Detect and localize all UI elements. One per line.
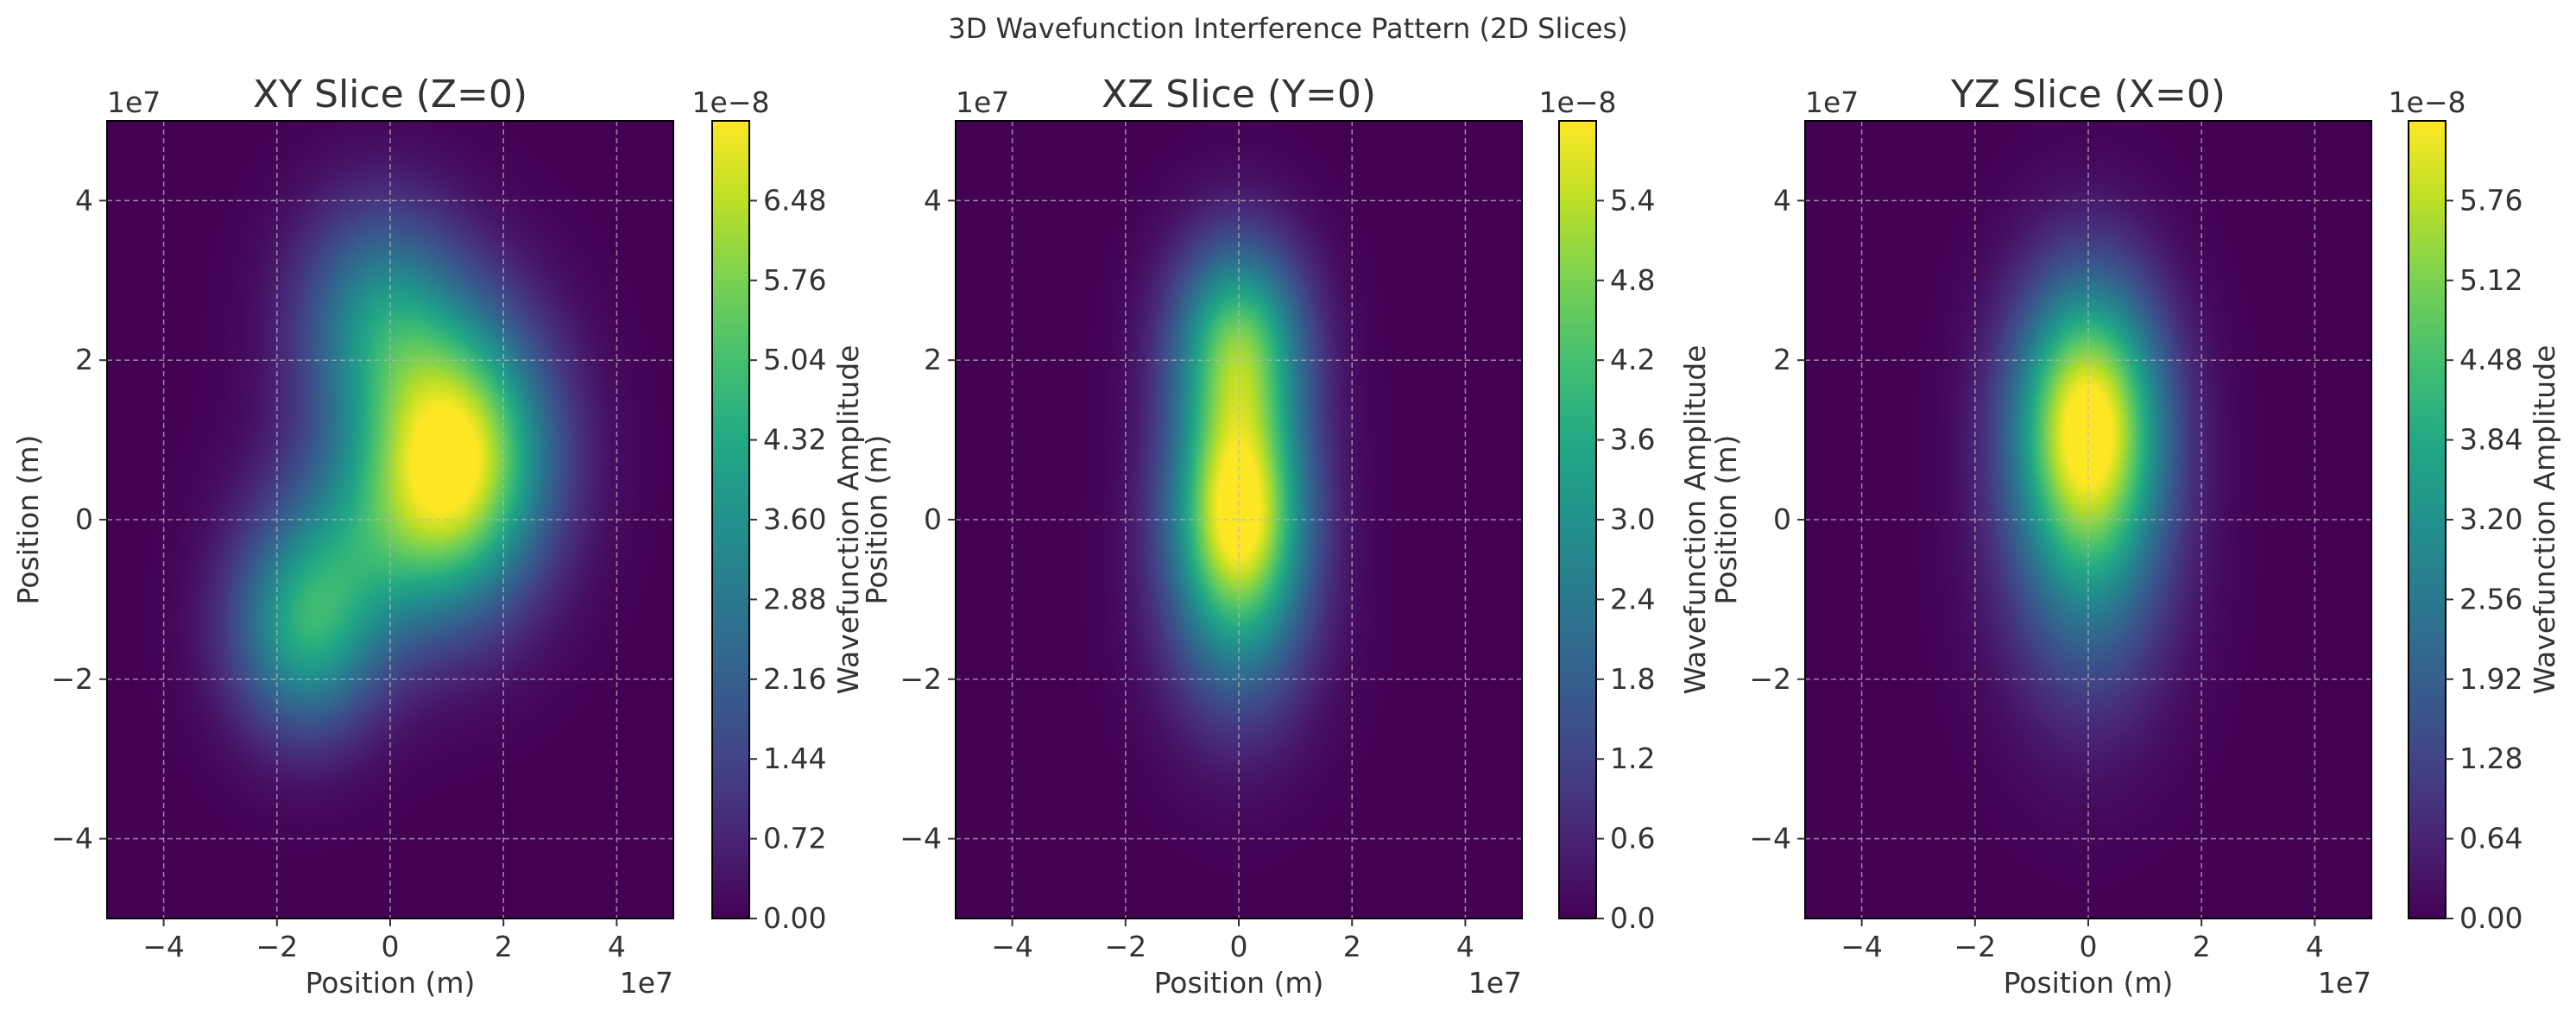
x-tick-label: −2 [1954, 930, 1996, 963]
x-tick-label: −2 [256, 930, 298, 963]
x-tick-label: −2 [1104, 930, 1146, 963]
colorbar-tick-label: 6.48 [763, 183, 826, 217]
colorbar-tick-label: 0.00 [763, 901, 826, 935]
x-tick-label: 4 [608, 930, 626, 963]
x-offset-label: 1e7 [2318, 966, 2371, 1000]
colorbar-tick-label: 1.28 [2459, 742, 2522, 775]
panel-title: XY Slice (Z=0) [253, 73, 527, 117]
y-axis-label: Position (m) [860, 435, 893, 605]
panel-title: YZ Slice (X=0) [1950, 73, 2226, 117]
colorbar-offset-label: 1e−8 [692, 85, 770, 119]
y-tick-label: −4 [1749, 822, 1791, 855]
x-offset-label: 1e7 [1468, 966, 1522, 1000]
y-tick-label: 4 [924, 183, 942, 217]
colorbar-tick-label: 0.6 [1610, 822, 1655, 855]
colorbar-tick-label: 2.16 [763, 662, 826, 696]
y-tick-label: 0 [1773, 502, 1791, 536]
x-tick-label: −4 [142, 930, 185, 963]
colorbar-tick-label: 0.00 [2459, 901, 2522, 935]
colorbar-offset-label: 1e−8 [1539, 85, 1617, 119]
colorbar-tick-label: 2.4 [1610, 582, 1655, 615]
colorbar-tick-label: 5.12 [2459, 263, 2522, 297]
y-tick-label: 2 [75, 343, 93, 376]
colorbar-tick-label: 0.64 [2459, 822, 2522, 855]
colorbar-tick-label: 4.32 [763, 423, 826, 457]
colorbar [2408, 120, 2447, 919]
colorbar-tick-label: 0.72 [763, 822, 826, 855]
x-tick-label: 4 [2306, 930, 2324, 963]
x-axis-label: Position (m) [1154, 966, 1324, 1000]
figure-suptitle: 3D Wavefunction Interference Pattern (2D… [948, 12, 1627, 45]
colorbar-tick-label: 1.92 [2459, 662, 2522, 696]
colorbar-label: Wavefunction Amplitude [831, 345, 865, 695]
x-tick-label: 0 [2080, 930, 2098, 963]
y-tick-label: 0 [924, 502, 942, 536]
x-tick-label: −4 [991, 930, 1033, 963]
colorbar-tick-label: 0.0 [1610, 901, 1655, 935]
colorbar-tick-label: 1.2 [1610, 742, 1655, 775]
colorbar-tick-label: 1.8 [1610, 662, 1655, 696]
y-tick-label: 4 [75, 183, 93, 217]
colorbar-label: Wavefunction Amplitude [1678, 345, 1712, 695]
colorbar-tick-label: 3.84 [2459, 423, 2522, 457]
y-tick-label: −2 [900, 662, 942, 696]
x-tick-label: 4 [1456, 930, 1474, 963]
y-offset-label: 1e7 [956, 85, 1009, 119]
colorbar-tick-label: 4.8 [1610, 263, 1655, 297]
y-tick-label: 2 [1773, 343, 1791, 376]
x-tick-label: 0 [1230, 930, 1248, 963]
y-tick-label: 4 [1773, 183, 1791, 217]
panel-title: XZ Slice (Y=0) [1102, 73, 1376, 117]
x-axis-label: Position (m) [2004, 966, 2174, 1000]
colorbar-tick-label: 3.60 [763, 502, 826, 536]
colorbar-tick-label: 3.6 [1610, 423, 1655, 457]
y-tick-label: −2 [51, 662, 93, 696]
y-tick-label: −4 [51, 822, 93, 855]
y-offset-label: 1e7 [1805, 85, 1859, 119]
x-tick-label: 2 [1343, 930, 1361, 963]
colorbar-tick-label: 5.04 [763, 343, 826, 376]
y-tick-label: 2 [924, 343, 942, 376]
x-tick-label: 2 [2193, 930, 2211, 963]
y-tick-label: 0 [75, 502, 93, 536]
colorbar-label: Wavefunction Amplitude [2528, 345, 2561, 695]
colorbar-tick-label: 5.4 [1610, 183, 1655, 217]
x-tick-label: 0 [382, 930, 400, 963]
colorbar-tick-label: 5.76 [763, 263, 826, 297]
x-offset-label: 1e7 [620, 966, 673, 1000]
colorbar-offset-label: 1e−8 [2389, 85, 2466, 119]
colorbar [1558, 120, 1597, 919]
colorbar-tick-label: 2.56 [2459, 582, 2522, 615]
colorbar-tick-label: 1.44 [763, 742, 826, 775]
y-axis-label: Position (m) [1709, 435, 1743, 605]
x-tick-label: 2 [495, 930, 513, 963]
colorbar-tick-label: 3.20 [2459, 502, 2522, 536]
colorbar-tick-label: 4.48 [2459, 343, 2522, 376]
colorbar-tick-label: 2.88 [763, 582, 826, 615]
colorbar [711, 120, 750, 919]
y-tick-label: −4 [900, 822, 942, 855]
x-tick-label: −4 [1840, 930, 1883, 963]
x-axis-label: Position (m) [306, 966, 476, 1000]
y-tick-label: −2 [1749, 662, 1791, 696]
colorbar-tick-label: 4.2 [1610, 343, 1655, 376]
y-axis-label: Position (m) [11, 435, 45, 605]
colorbar-tick-label: 5.76 [2459, 183, 2522, 217]
colorbar-tick-label: 3.0 [1610, 502, 1655, 536]
y-offset-label: 1e7 [107, 85, 161, 119]
